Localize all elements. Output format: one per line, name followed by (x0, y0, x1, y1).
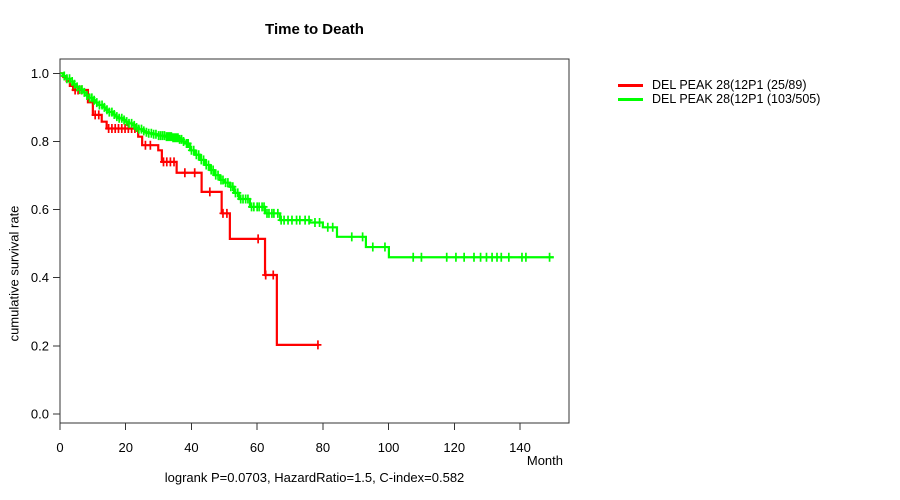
censor-marks-red (71, 85, 322, 350)
legend-label-group1: DEL PEAK 28(12P1 (25/89) (652, 78, 807, 92)
y-axis-tick-label: 0.0 (31, 407, 49, 422)
chart-title: Time to Death (265, 21, 364, 38)
y-axis-tick-label: 1.0 (31, 66, 49, 81)
legend-entry-group1: DEL PEAK 28(12P1 (25/89) (618, 79, 820, 92)
x-axis-tick-label: 0 (56, 440, 63, 455)
plot-box (59, 58, 570, 424)
y-axis-tick-label: 0.4 (31, 270, 49, 285)
statistics-annotation: logrank P=0.0703, HazardRatio=1.5, C-ind… (164, 470, 465, 485)
x-axis-tick-label: 100 (378, 440, 400, 455)
legend-line-sample-green (618, 98, 643, 101)
y-axis-title: cumulative survival rate (6, 205, 22, 342)
x-axis-tick-label: 60 (250, 440, 264, 455)
km-curve-green (60, 72, 554, 259)
x-axis-tick-label: 140 (509, 440, 531, 455)
legend-entry-group2: DEL PEAK 28(12P1 (103/505) (618, 93, 820, 106)
legend-label-group2: DEL PEAK 28(12P1 (103/505) (652, 92, 821, 106)
y-axis-tick-label: 0.6 (31, 202, 49, 217)
y-axis-tick-label: 0.2 (31, 338, 49, 353)
x-axis-tick-label: 120 (443, 440, 465, 455)
x-axis-tick-label: 40 (184, 440, 198, 455)
x-axis-tick-label: 80 (316, 440, 330, 455)
x-axis-tick-label: 20 (118, 440, 132, 455)
y-axis-tick-label: 0.8 (31, 134, 49, 149)
legend-line-sample-red (618, 84, 643, 87)
legend: DEL PEAK 28(12P1 (25/89) DEL PEAK 28(12P… (618, 79, 820, 106)
x-axis-title: Month (526, 453, 563, 468)
censor-marks-green (60, 71, 554, 262)
